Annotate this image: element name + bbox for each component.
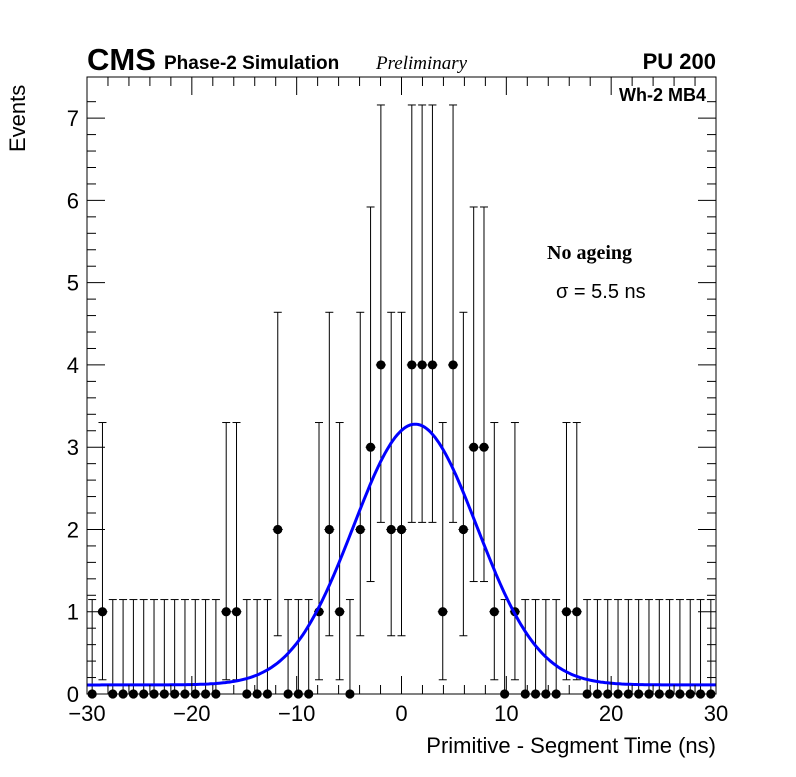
y-axis-title: Events bbox=[5, 85, 30, 152]
preliminary-label: Preliminary bbox=[375, 53, 468, 74]
data-point bbox=[335, 607, 345, 617]
y-tick-label: 7 bbox=[67, 106, 79, 131]
data-point bbox=[273, 524, 283, 535]
data-point bbox=[417, 360, 427, 370]
y-tick-label: 4 bbox=[67, 353, 79, 378]
data-point bbox=[324, 524, 334, 535]
data-point bbox=[355, 524, 365, 535]
y-tick-label: 2 bbox=[67, 517, 79, 542]
data-point bbox=[221, 607, 231, 617]
data-point bbox=[407, 360, 417, 370]
simulation-label: Phase-2 Simulation bbox=[164, 53, 339, 74]
data-point bbox=[458, 524, 468, 535]
resolution-label: σ = 5.5 ns bbox=[556, 281, 646, 303]
cms-label: CMS bbox=[87, 42, 156, 77]
y-tick-label: 0 bbox=[67, 682, 79, 707]
data-point bbox=[489, 607, 499, 617]
data-point bbox=[231, 607, 242, 617]
y-tick-label: 1 bbox=[67, 600, 79, 625]
x-tick-label: −20 bbox=[173, 701, 210, 726]
y-tick-label: 3 bbox=[67, 435, 79, 460]
data-point bbox=[479, 442, 489, 452]
chamber-label: Wh-2 MB4 bbox=[619, 85, 706, 105]
data-point bbox=[427, 360, 438, 370]
data-point bbox=[376, 360, 386, 370]
y-tick-label: 6 bbox=[67, 188, 79, 213]
x-tick-label: −10 bbox=[278, 701, 315, 726]
data-point bbox=[561, 607, 572, 617]
data-point bbox=[365, 442, 376, 452]
y-tick-label: 5 bbox=[67, 271, 79, 296]
data-point bbox=[448, 360, 458, 370]
x-tick-label: 0 bbox=[395, 701, 407, 726]
data-point bbox=[396, 524, 407, 535]
data-point bbox=[572, 607, 582, 617]
x-tick-label: −30 bbox=[68, 701, 105, 726]
condition-label: No ageing bbox=[547, 242, 632, 264]
data-point bbox=[469, 442, 479, 452]
x-tick-label: 30 bbox=[704, 701, 728, 726]
x-tick-label: 10 bbox=[494, 701, 518, 726]
pileup-label: PU 200 bbox=[643, 49, 716, 74]
x-tick-label: 20 bbox=[599, 701, 623, 726]
x-axis-title: Primitive - Segment Time (ns) bbox=[426, 733, 716, 758]
data-point bbox=[386, 524, 396, 535]
data-point bbox=[438, 607, 448, 617]
